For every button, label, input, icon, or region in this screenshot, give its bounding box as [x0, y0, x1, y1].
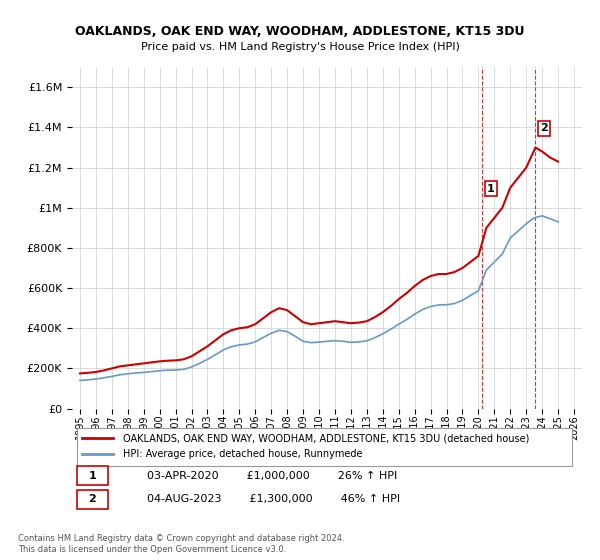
- Text: Contains HM Land Registry data © Crown copyright and database right 2024.
This d: Contains HM Land Registry data © Crown c…: [18, 534, 344, 554]
- Text: 1: 1: [89, 471, 96, 480]
- Text: HPI: Average price, detached house, Runnymede: HPI: Average price, detached house, Runn…: [123, 450, 362, 459]
- Text: OAKLANDS, OAK END WAY, WOODHAM, ADDLESTONE, KT15 3DU: OAKLANDS, OAK END WAY, WOODHAM, ADDLESTO…: [75, 25, 525, 38]
- Text: 03-APR-2020        £1,000,000        26% ↑ HPI: 03-APR-2020 £1,000,000 26% ↑ HPI: [133, 471, 397, 480]
- FancyBboxPatch shape: [77, 428, 572, 466]
- Text: 1: 1: [487, 184, 495, 194]
- FancyBboxPatch shape: [77, 489, 108, 509]
- Text: 2: 2: [89, 494, 96, 504]
- Text: 04-AUG-2023        £1,300,000        46% ↑ HPI: 04-AUG-2023 £1,300,000 46% ↑ HPI: [133, 494, 400, 504]
- Text: 2: 2: [540, 123, 548, 133]
- Text: Price paid vs. HM Land Registry's House Price Index (HPI): Price paid vs. HM Land Registry's House …: [140, 42, 460, 52]
- Text: OAKLANDS, OAK END WAY, WOODHAM, ADDLESTONE, KT15 3DU (detached house): OAKLANDS, OAK END WAY, WOODHAM, ADDLESTO…: [123, 433, 529, 444]
- FancyBboxPatch shape: [77, 466, 108, 486]
